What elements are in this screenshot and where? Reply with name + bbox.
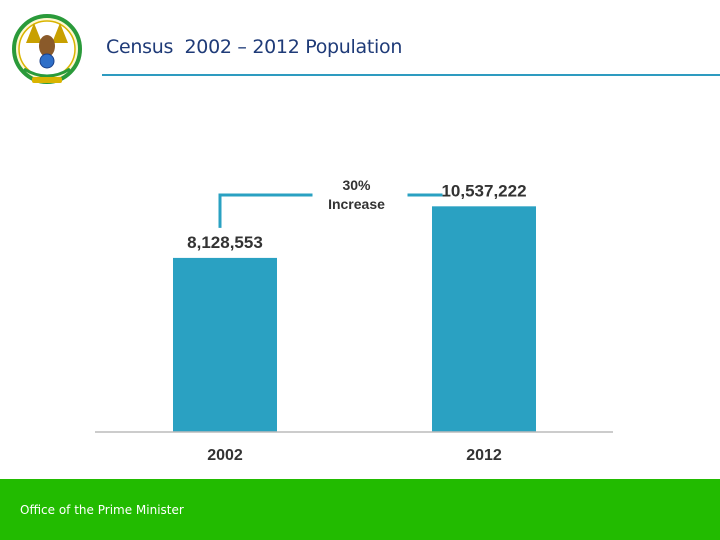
bar-2012 <box>432 206 536 432</box>
annotation-label: Increase <box>328 196 385 212</box>
value-label-2002: 8,128,553 <box>187 233 263 252</box>
footer-bar: Office of the Prime Minister <box>0 479 720 540</box>
x-tick-2012: 2012 <box>466 447 502 464</box>
title-divider <box>102 74 720 76</box>
x-tick-2002: 2002 <box>207 447 243 464</box>
bar-2002 <box>173 257 277 432</box>
increase-connector-left <box>218 193 313 228</box>
value-label-2012: 10,537,222 <box>441 181 526 200</box>
emblem-icon <box>12 14 82 84</box>
page-title: Census 2002 – 2012 Population <box>106 36 403 58</box>
footer-text: Office of the Prime Minister <box>20 503 184 517</box>
annotation-percent: 30% <box>342 177 371 193</box>
